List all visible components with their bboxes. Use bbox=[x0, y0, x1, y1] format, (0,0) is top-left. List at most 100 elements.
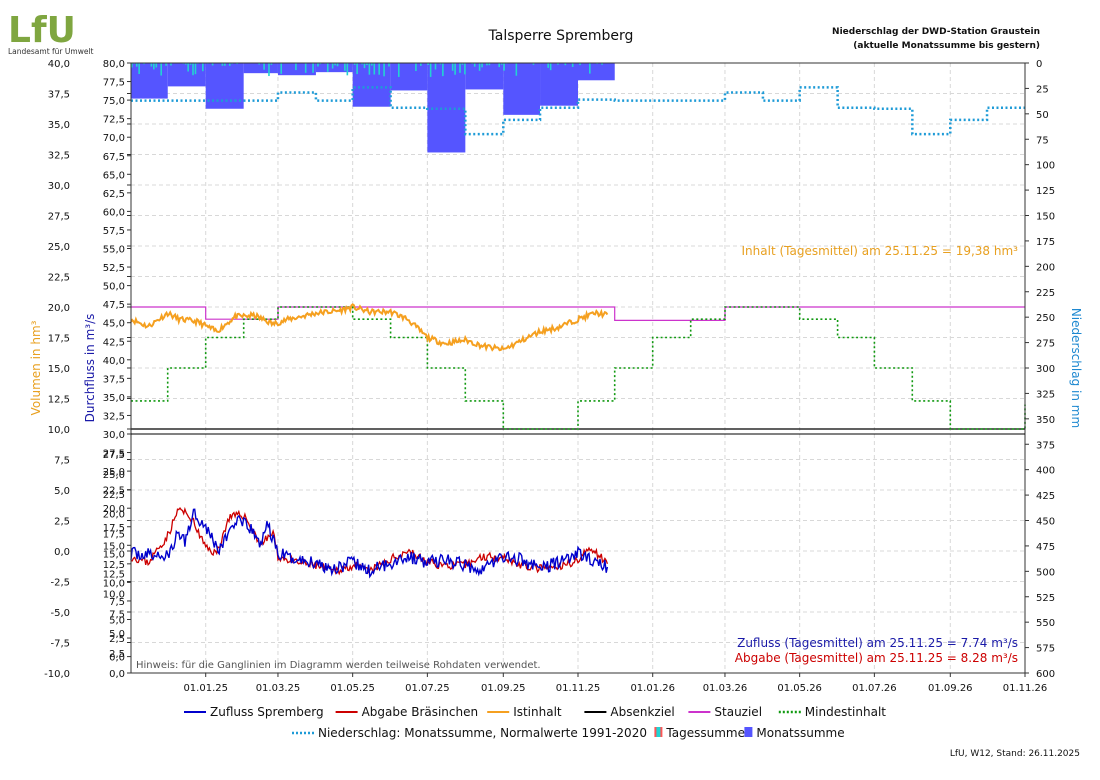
tagessumme-bar bbox=[263, 63, 265, 70]
volume-tick-label: -7,5 bbox=[50, 639, 70, 650]
x-tick-label: 01.03.25 bbox=[256, 683, 301, 694]
tagessumme-bar bbox=[473, 63, 476, 67]
monatssumme-bar bbox=[277, 63, 316, 76]
tagessumme-bar bbox=[236, 63, 238, 65]
flow-tick-label: 57,5 bbox=[103, 226, 125, 237]
tagessumme-bar bbox=[461, 63, 464, 65]
precip-tick-label: 125 bbox=[1036, 186, 1055, 197]
flow-tick-label: 30,0 bbox=[103, 430, 125, 441]
tagessumme-bar bbox=[184, 63, 187, 65]
logo-name: Landesamt für Umwelt bbox=[8, 47, 94, 56]
volume-tick-label: 35,0 bbox=[48, 120, 70, 131]
tagessumme-bar bbox=[334, 63, 336, 66]
monatssumme-bar bbox=[352, 63, 391, 107]
monatssumme-bar bbox=[578, 63, 615, 81]
tagessumme-bar bbox=[363, 63, 366, 69]
precip-tick-label: 475 bbox=[1036, 542, 1055, 553]
precip-tick-label: 600 bbox=[1036, 669, 1055, 680]
tagessumme-bar bbox=[150, 63, 153, 67]
volume-tick-label: -2,5 bbox=[50, 578, 70, 589]
x-tick-label: 01.11.25 bbox=[556, 683, 601, 694]
precip-tick-label: 500 bbox=[1036, 567, 1055, 578]
tagessumme-bar bbox=[464, 63, 466, 75]
flow-tick-label: 0,0 bbox=[109, 669, 125, 680]
tagessumme-bar bbox=[165, 63, 167, 66]
flow-tick-label: 27,5 bbox=[103, 450, 125, 461]
flow-tick-label: 22,5 bbox=[103, 490, 125, 501]
tagessumme-bar bbox=[388, 63, 390, 67]
logo-mark: LfU bbox=[8, 10, 76, 51]
mindestinhalt-line bbox=[131, 306, 1026, 430]
volume-tick-label: 37,5 bbox=[48, 90, 70, 101]
flow-tick-label: 22,5 bbox=[103, 486, 125, 497]
volume-tick-label: 12,5 bbox=[48, 395, 70, 406]
precip-tick-label: 250 bbox=[1036, 313, 1055, 324]
tagessumme-bar bbox=[155, 63, 158, 68]
volume-tick-label: -10,0 bbox=[44, 669, 70, 680]
stauziel-line bbox=[131, 306, 1025, 321]
flow-tick-label: 52,5 bbox=[103, 263, 125, 274]
tagessumme-bar bbox=[451, 63, 454, 71]
flow-axis-title: Durchfluss in m³/s bbox=[83, 314, 97, 423]
legend-swatch-inner-tagessumme bbox=[656, 727, 661, 737]
tagessumme-bar bbox=[331, 63, 334, 69]
tagessumme-bar bbox=[478, 63, 481, 71]
tagessumme-bar bbox=[503, 63, 505, 71]
flow-tick-label: 42,5 bbox=[103, 337, 125, 348]
tagessumme-bar bbox=[344, 63, 346, 71]
volume-tick-label: 27,5 bbox=[48, 212, 70, 223]
volume-tick-label: 30,0 bbox=[48, 181, 70, 192]
precip-tick-label: 450 bbox=[1036, 517, 1055, 528]
tagessumme-bar bbox=[192, 63, 194, 76]
flow-tick-label: 77,5 bbox=[103, 78, 125, 89]
precip-tick-label: 25 bbox=[1036, 84, 1049, 95]
legend-label-mindestinhalt: Mindestinhalt bbox=[805, 705, 886, 719]
tagessumme-bar bbox=[486, 63, 488, 66]
precip-tick-label: 200 bbox=[1036, 262, 1055, 273]
volume-tick-label: 25,0 bbox=[48, 242, 70, 253]
volume-tick-label: 20,0 bbox=[48, 303, 70, 314]
volume-tick-label: 17,5 bbox=[48, 334, 70, 345]
chart-title: Talsperre Spremberg bbox=[488, 28, 634, 44]
flow-tick-label: 17,5 bbox=[103, 530, 125, 541]
x-tick-label: 01.09.25 bbox=[481, 683, 526, 694]
tagessumme-bar bbox=[258, 63, 260, 65]
flow-tick-label: 0,0 bbox=[109, 653, 125, 664]
tagessumme-bar bbox=[498, 63, 500, 68]
flow-tick-label: 40,0 bbox=[103, 356, 125, 367]
flow-tick-label: 12,5 bbox=[103, 560, 125, 571]
legend-label-zufluss: Zufluss Spremberg bbox=[210, 705, 324, 719]
x-tick-label: 01.05.26 bbox=[777, 683, 822, 694]
precip-note-line2: (aktuelle Monatssumme bis gestern) bbox=[853, 41, 1040, 51]
legend-label-monatssumme: Monatssumme bbox=[756, 726, 844, 740]
flow-tick-label: 37,5 bbox=[103, 374, 125, 385]
tagessumme-bar bbox=[378, 63, 380, 75]
flow-tick-label: 10,0 bbox=[103, 578, 125, 589]
tagessumme-bar bbox=[564, 63, 567, 66]
monatssumme-bar bbox=[540, 63, 578, 106]
volume-tick-label: 10,0 bbox=[48, 425, 70, 436]
volume-tick-label: 22,5 bbox=[48, 273, 70, 284]
tagessumme-bar bbox=[459, 63, 461, 73]
precip-tick-label: 325 bbox=[1036, 389, 1055, 400]
flow-tick-label: 2,5 bbox=[109, 649, 125, 660]
flow-tick-label: 50,0 bbox=[103, 282, 125, 293]
tagessumme-bar bbox=[371, 63, 373, 66]
flow-tick-label: 5,0 bbox=[109, 629, 125, 640]
volume-tick-label: 40,0 bbox=[48, 59, 70, 70]
tagessumme-bar bbox=[189, 63, 192, 65]
plot-frame bbox=[130, 62, 1026, 674]
precip-tick-label: 550 bbox=[1036, 618, 1055, 629]
tagessumme-bar bbox=[319, 63, 322, 65]
tagessumme-bar bbox=[280, 63, 283, 74]
tagessumme-bar bbox=[454, 63, 456, 75]
tagessumme-bar bbox=[143, 63, 145, 65]
inhalt-annotation: Inhalt (Tagesmittel) am 25.11.25 = 19,38… bbox=[742, 244, 1019, 258]
flow-tick-label: 15,0 bbox=[103, 541, 125, 552]
monatssumme-bar bbox=[205, 63, 244, 109]
axes: 40,0 37,5 35,0 32,5 30,0 27,5 25,0 22,5 20,0 17,5… bbox=[44, 59, 1055, 694]
flow-tick-label: 80,0 bbox=[103, 59, 125, 70]
tagessumme-bar bbox=[135, 63, 138, 67]
legend-label-normal: Niederschlag: Monatssumme, Normalwerte 1… bbox=[318, 726, 647, 740]
